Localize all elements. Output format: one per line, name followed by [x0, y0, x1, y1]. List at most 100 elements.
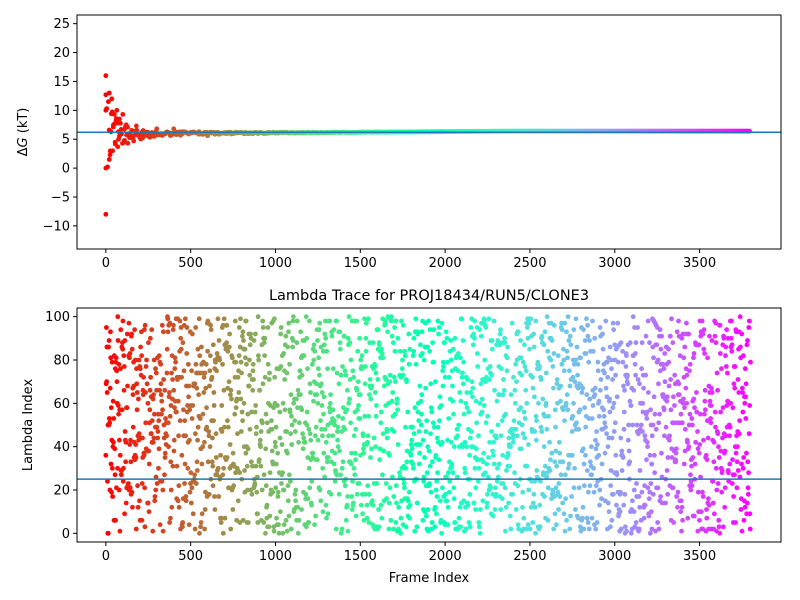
lambda-point — [418, 398, 424, 404]
lambda-point — [481, 403, 487, 408]
delta-g-point — [106, 157, 112, 162]
lambda-point — [259, 487, 265, 493]
lambda-point — [494, 398, 500, 404]
lambda-point — [293, 498, 298, 504]
lambda-point — [316, 327, 322, 333]
lambda-point — [476, 433, 481, 439]
delta-g-x-tick-label: 500 — [178, 256, 203, 271]
lambda-point — [530, 374, 535, 380]
lambda-point — [673, 446, 679, 452]
lambda-point — [206, 491, 212, 497]
lambda-point — [612, 420, 618, 426]
lambda-point — [637, 504, 643, 510]
lambda-point — [600, 346, 606, 352]
lambda-point — [236, 353, 242, 359]
lambda-point — [572, 379, 578, 385]
lambda-point — [506, 500, 512, 506]
lambda-point — [585, 520, 591, 525]
lambda-point — [586, 526, 592, 532]
lambda-point — [425, 444, 431, 450]
lambda-point — [515, 329, 521, 335]
lambda-point — [275, 450, 281, 456]
lambda-point — [468, 429, 474, 434]
lambda-point — [560, 459, 566, 465]
lambda-point — [698, 509, 704, 515]
lambda-point — [300, 446, 306, 452]
lambda-point — [239, 409, 245, 415]
lambda-point — [620, 359, 626, 365]
lambda-point — [522, 364, 528, 369]
lambda-point — [203, 361, 209, 367]
lambda-point — [543, 370, 549, 376]
lambda-point — [589, 472, 595, 478]
lambda-point — [688, 487, 694, 493]
lambda-point — [327, 400, 333, 406]
lambda-point — [146, 509, 152, 515]
lambda-point — [295, 530, 301, 536]
lambda-point — [743, 381, 749, 387]
lambda-point — [430, 340, 436, 346]
lambda-point — [637, 381, 642, 387]
lambda-point — [745, 459, 751, 465]
lambda-point — [685, 439, 690, 445]
lambda-point — [309, 502, 314, 508]
lambda-point — [582, 405, 588, 411]
lambda-point — [687, 361, 693, 367]
lambda-point — [495, 474, 501, 480]
lambda-point — [122, 338, 128, 343]
lambda-point — [436, 457, 442, 463]
lambda-point — [331, 418, 337, 424]
lambda-point — [533, 413, 539, 419]
lambda-point — [346, 400, 352, 406]
lambda-point — [177, 418, 183, 424]
lambda-point — [235, 374, 241, 380]
lambda-point — [463, 526, 469, 532]
lambda-point — [667, 333, 673, 339]
lambda-point — [423, 513, 429, 519]
lambda-point — [258, 444, 263, 450]
lambda-point — [151, 435, 157, 441]
delta-g-point — [120, 111, 126, 117]
lambda-point — [160, 407, 165, 413]
lambda-point — [288, 526, 294, 532]
lambda-point — [570, 374, 576, 380]
lambda-point — [739, 385, 745, 391]
lambda-point — [360, 511, 366, 517]
lambda-point — [328, 491, 334, 497]
lambda-point — [564, 517, 570, 523]
lambda-point — [732, 364, 738, 369]
lambda-point — [688, 472, 693, 478]
lambda-point — [200, 444, 206, 450]
lambda-point — [460, 444, 466, 450]
delta-g-point — [125, 124, 130, 130]
lambda-point — [311, 398, 316, 404]
lambda-point — [256, 357, 262, 363]
lambda-point — [383, 481, 389, 486]
lambda-point — [727, 424, 733, 430]
lambda-point — [627, 340, 633, 346]
lambda-point — [123, 500, 129, 506]
lambda-point — [714, 487, 720, 493]
lambda-point — [461, 359, 466, 365]
lambda-point — [348, 357, 354, 363]
lambda-point — [182, 418, 188, 424]
lambda-point — [207, 368, 213, 374]
lambda-point — [252, 481, 258, 486]
lambda-point — [287, 409, 293, 415]
lambda-point — [746, 318, 752, 324]
lambda-point — [411, 348, 417, 354]
lambda-point — [130, 392, 136, 398]
lambda-point — [141, 327, 147, 333]
lambda-point — [328, 392, 333, 398]
lambda-point — [327, 318, 333, 324]
lambda-point — [719, 489, 725, 495]
lambda-point — [635, 377, 641, 382]
lambda-point — [416, 461, 422, 467]
lambda-point — [168, 459, 174, 465]
lambda-point — [470, 342, 476, 348]
lambda-point — [483, 379, 488, 385]
lambda-point — [691, 513, 697, 519]
lambda-point — [719, 366, 724, 372]
lambda-point — [486, 316, 492, 322]
lambda-point — [158, 381, 164, 387]
